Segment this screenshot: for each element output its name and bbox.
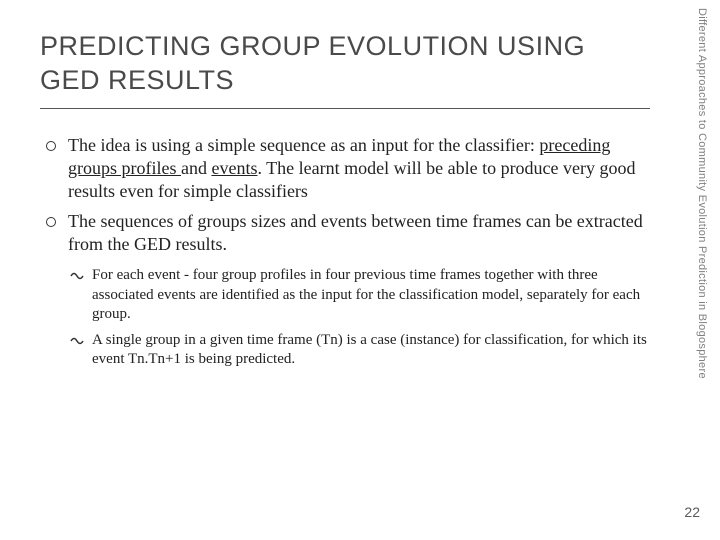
bullet-underlined: events (211, 158, 257, 178)
sub-list-item: A single group in a given time frame (Tn… (68, 331, 650, 370)
sub-list: For each event - four group profiles in … (68, 266, 650, 370)
bullet-text-mid: and (181, 158, 212, 178)
title-bar: PREDICTING GROUP EVOLUTION USING GED RES… (40, 30, 650, 109)
sub-bullet-text: A single group in a given time frame (Tn… (92, 332, 647, 368)
sub-bullet-text: For each event - four group profiles in … (92, 267, 640, 322)
list-item: The idea is using a simple sequence as a… (40, 134, 650, 204)
sub-list-item: For each event - four group profiles in … (68, 266, 650, 325)
list-item: The sequences of groups sizes and events… (40, 210, 650, 370)
wave-bullet-icon (70, 270, 84, 280)
main-list: The idea is using a simple sequence as a… (40, 134, 650, 370)
side-header-text: Different Approaches to Community Evolut… (692, 8, 708, 478)
bullet-text: The sequences of groups sizes and events… (68, 211, 643, 254)
wave-bullet-icon (70, 335, 84, 345)
page-number: 22 (684, 504, 700, 520)
slide: PREDICTING GROUP EVOLUTION USING GED RES… (0, 0, 720, 540)
bullet-text-pre: The idea is using a simple sequence as a… (68, 135, 539, 155)
page-title: PREDICTING GROUP EVOLUTION USING GED RES… (40, 30, 650, 98)
